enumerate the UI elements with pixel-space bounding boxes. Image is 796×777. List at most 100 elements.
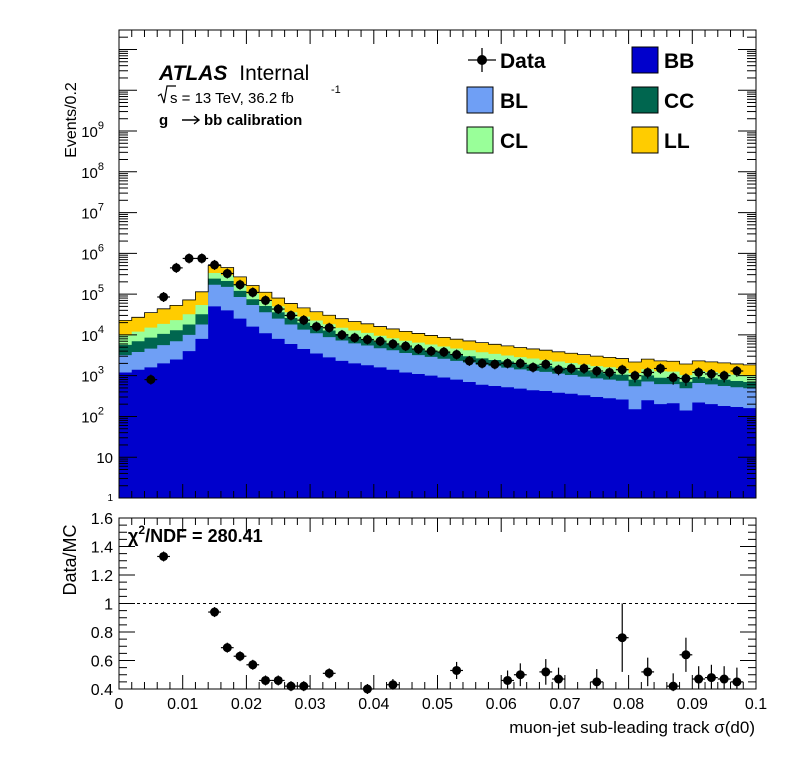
ratio-y-tick-label: 0.6 — [91, 654, 113, 671]
ratio-marker — [541, 667, 551, 677]
ratio-point — [220, 642, 234, 653]
y-tick-base: 10 — [81, 206, 98, 223]
legend-data: Data — [468, 48, 546, 73]
y-tick-label: 105 — [81, 283, 104, 304]
ratio-point — [259, 675, 272, 686]
data-point — [182, 253, 196, 264]
bl-swatch — [466, 86, 494, 114]
calibration-annotation: g bb calibration — [159, 112, 302, 129]
data-marker — [528, 362, 538, 372]
data-point — [348, 332, 362, 343]
legend-bb: BB — [631, 46, 694, 74]
legend-ll: LL — [631, 126, 690, 154]
y-tick-base: 10 — [81, 369, 98, 386]
data-marker — [413, 344, 423, 354]
ratio-point — [386, 679, 400, 690]
y-tick-label: 103 — [81, 365, 104, 386]
data-point — [399, 341, 413, 352]
ratio-marker — [719, 674, 729, 684]
data-point — [373, 336, 387, 347]
ratio-marker — [515, 670, 525, 680]
data-marker — [503, 358, 513, 368]
ratio-marker — [299, 681, 309, 691]
ratio-point — [361, 684, 374, 694]
data-marker — [604, 367, 614, 377]
y-tick-label: 106 — [81, 242, 104, 263]
ratio-marker — [503, 675, 513, 685]
data-marker — [617, 365, 627, 375]
ratio-marker — [592, 677, 602, 687]
data-marker — [388, 339, 398, 349]
ratio-marker — [159, 551, 169, 561]
legend-cl: CL — [466, 126, 528, 154]
data-point — [220, 268, 234, 279]
ratio-point — [730, 667, 744, 689]
data-marker — [362, 335, 372, 345]
data-point — [615, 364, 629, 376]
x-axis-label: muon-jet sub-leading track σ(d0) — [509, 718, 755, 737]
data-points — [144, 253, 744, 386]
data-point — [412, 344, 425, 355]
data-point — [361, 334, 374, 345]
data-point — [488, 359, 502, 370]
y-tick-label: 109 — [81, 120, 104, 141]
ratio-point — [233, 651, 247, 662]
data-marker-icon — [477, 55, 487, 65]
ratio-point — [271, 675, 285, 686]
data-marker — [273, 304, 283, 314]
y-tick-exponent: 9 — [98, 120, 104, 132]
ratio-marker — [694, 674, 704, 684]
ratio-marker — [681, 650, 691, 660]
data-point — [577, 363, 591, 374]
data-marker — [477, 358, 487, 368]
ratio-y-tick-label: 1.4 — [91, 540, 113, 557]
ratio-point — [246, 659, 260, 670]
energy-lumi-label: s = 13 TeV, 36.2 fb — [170, 90, 294, 107]
ratio-y-tick-label: 1.2 — [91, 568, 113, 585]
data-marker — [694, 367, 704, 377]
ratio-point — [450, 661, 463, 680]
data-point — [539, 359, 553, 370]
data-marker — [681, 374, 691, 384]
ratio-point — [615, 603, 629, 672]
data-point — [246, 287, 260, 298]
data-marker — [197, 253, 207, 263]
y-tick-label: 102 — [81, 405, 104, 426]
ratio-marker — [261, 675, 271, 685]
y-tick-exponent: 7 — [98, 202, 104, 214]
data-marker — [159, 292, 169, 302]
data-point — [259, 295, 272, 306]
data-marker — [541, 359, 551, 369]
data-marker — [222, 269, 232, 279]
data-marker — [261, 295, 271, 305]
data-point — [692, 367, 706, 379]
ratio-point — [157, 551, 170, 562]
data-point — [144, 374, 158, 385]
data-marker — [311, 322, 321, 332]
data-point — [450, 349, 463, 360]
y-tick-exponent: 4 — [98, 324, 104, 336]
data-point — [195, 253, 209, 264]
data-marker — [566, 363, 576, 373]
data-point — [322, 322, 336, 333]
ratio-y-tick-label: 0.4 — [91, 682, 113, 699]
data-marker — [579, 363, 589, 373]
y-tick-label: 10 — [96, 450, 113, 467]
data-marker — [299, 315, 309, 325]
data-marker — [375, 336, 385, 346]
ratio-point — [322, 668, 336, 679]
y-tick-base: 10 — [81, 246, 98, 263]
y-tick-base: 10 — [96, 450, 113, 467]
y-tick-label: 107 — [81, 202, 104, 223]
data-marker — [732, 366, 742, 376]
ratio-y-tick-label: 0.8 — [91, 625, 113, 642]
x-tick-label: 0.09 — [677, 696, 708, 713]
y-tick-label: 1 — [107, 493, 113, 504]
data-point — [208, 259, 221, 270]
ratio-marker — [643, 667, 653, 677]
legend: Data BB BL CC CL LL — [466, 46, 694, 154]
x-tick-label: 0.01 — [167, 696, 198, 713]
data-point — [603, 367, 616, 379]
ratio-point — [590, 669, 604, 689]
